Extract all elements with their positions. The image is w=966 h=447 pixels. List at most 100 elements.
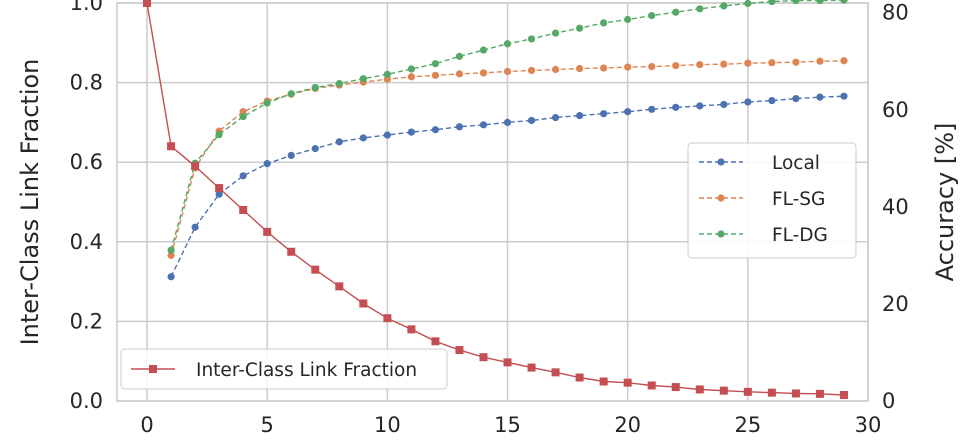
x-tick-label: 30: [855, 413, 882, 437]
series-local: [167, 92, 848, 281]
data-point-fl-dg: [479, 46, 488, 54]
legend-label-fl-dg: FL-DG: [772, 225, 828, 246]
data-point-fl-dg: [696, 5, 704, 13]
data-point-local: [744, 98, 752, 106]
data-point-inter-class-link-fraction: [671, 383, 680, 392]
data-point-inter-class-link-fraction: [503, 358, 512, 367]
data-point-fl-dg: [576, 24, 584, 32]
data-point-fl-dg: [840, 0, 848, 4]
legend-box: [120, 348, 448, 390]
data-point-fl-sg: [407, 73, 415, 81]
data-point-fl-sg: [720, 60, 728, 68]
data-point-local: [479, 121, 488, 129]
legend-link-fraction: Inter-Class Link Fraction: [120, 348, 448, 390]
x-tick-label: 0: [140, 413, 153, 437]
data-point-fl-sg: [551, 65, 560, 74]
data-point-local: [551, 113, 560, 122]
data-point-fl-sg: [600, 64, 608, 72]
data-point-fl-sg: [455, 70, 464, 78]
x-tick-label: 5: [261, 413, 274, 437]
data-point-fl-dg: [527, 35, 536, 43]
data-point-local: [696, 102, 704, 110]
data-point-local: [383, 131, 391, 139]
data-point-inter-class-link-fraction: [647, 381, 656, 390]
x-tick-label: 25: [734, 413, 761, 437]
data-point-local: [191, 223, 199, 231]
data-point-inter-class-link-fraction: [239, 205, 248, 214]
data-point-fl-dg: [167, 246, 175, 254]
x-tick-label: 15: [494, 413, 521, 437]
data-point-inter-class-link-fraction: [431, 337, 440, 346]
series-fl-dg: [167, 0, 848, 254]
data-point-fl-dg: [263, 99, 271, 107]
data-point-local: [239, 172, 247, 180]
data-point-fl-dg: [431, 60, 440, 68]
data-point-fl-dg: [600, 19, 608, 27]
data-point-inter-class-link-fraction: [287, 247, 296, 256]
data-point-inter-class-link-fraction: [167, 142, 176, 151]
data-point-fl-sg: [431, 71, 440, 79]
data-point-inter-class-link-fraction: [527, 363, 536, 372]
data-point-fl-dg: [744, 0, 752, 8]
data-point-local: [840, 92, 848, 100]
data-point-fl-dg: [359, 75, 367, 83]
data-point-local: [576, 112, 584, 120]
data-point-fl-dg: [551, 29, 560, 37]
plot-area: [143, 0, 848, 400]
data-point-inter-class-link-fraction: [143, 0, 152, 7]
y-right-tick-label: 20: [882, 292, 909, 316]
y-left-tick-label: 0.8: [70, 71, 103, 95]
y-left-tick-label: 1.0: [70, 0, 103, 15]
data-point-local: [816, 93, 824, 101]
data-point-local: [359, 134, 367, 142]
y-right-tick-label: 60: [882, 98, 909, 122]
legend-marker-inter-class-link-fraction: [149, 365, 157, 373]
data-point-fl-dg: [407, 65, 415, 73]
data-point-local: [407, 128, 415, 136]
data-point-inter-class-link-fraction: [623, 378, 632, 387]
data-point-fl-dg: [239, 112, 247, 121]
data-point-fl-sg: [648, 62, 656, 71]
data-point-fl-dg: [503, 40, 512, 48]
data-point-fl-dg: [672, 8, 680, 16]
series-inter-class-link-fraction: [143, 0, 848, 400]
data-point-fl-dg: [383, 70, 391, 78]
data-point-inter-class-link-fraction: [215, 184, 224, 193]
data-point-inter-class-link-fraction: [839, 391, 848, 400]
data-point-inter-class-link-fraction: [263, 227, 272, 236]
data-point-local: [792, 95, 800, 103]
data-point-fl-dg: [816, 0, 824, 5]
data-point-fl-dg: [335, 79, 343, 88]
legend-label-local: Local: [772, 153, 820, 174]
data-point-fl-sg: [672, 62, 680, 70]
x-tick-label: 10: [374, 413, 401, 437]
data-point-fl-sg: [816, 57, 824, 65]
data-point-fl-sg: [479, 69, 488, 77]
data-point-fl-sg: [167, 251, 175, 259]
data-point-local: [167, 273, 175, 281]
legend-box: [687, 142, 857, 259]
data-point-fl-sg: [768, 59, 776, 67]
data-point-inter-class-link-fraction: [599, 377, 608, 386]
data-point-local: [527, 116, 536, 125]
data-point-local: [600, 110, 608, 118]
data-point-fl-sg: [503, 67, 512, 76]
data-point-fl-dg: [768, 0, 776, 6]
data-point-inter-class-link-fraction: [575, 373, 584, 382]
data-point-fl-sg: [840, 57, 848, 65]
data-point-inter-class-link-fraction: [791, 389, 800, 398]
data-point-local: [335, 138, 343, 146]
data-point-inter-class-link-fraction: [359, 299, 368, 308]
data-point-local: [431, 126, 440, 134]
y-right-tick-label: 40: [882, 195, 909, 219]
data-point-local: [455, 123, 464, 131]
data-point-fl-sg: [527, 66, 536, 75]
legend-accuracy: Local FL-SG FL-DG: [687, 142, 857, 259]
data-point-fl-dg: [648, 12, 656, 20]
legend-label-inter-class-link-fraction: Inter-Class Link Fraction: [196, 360, 417, 381]
data-point-fl-dg: [455, 52, 464, 60]
y-right-tick-label: 0: [882, 389, 895, 413]
data-point-fl-dg: [720, 2, 728, 10]
data-point-inter-class-link-fraction: [191, 162, 200, 171]
y-left-tick-label: 0.0: [70, 389, 103, 413]
